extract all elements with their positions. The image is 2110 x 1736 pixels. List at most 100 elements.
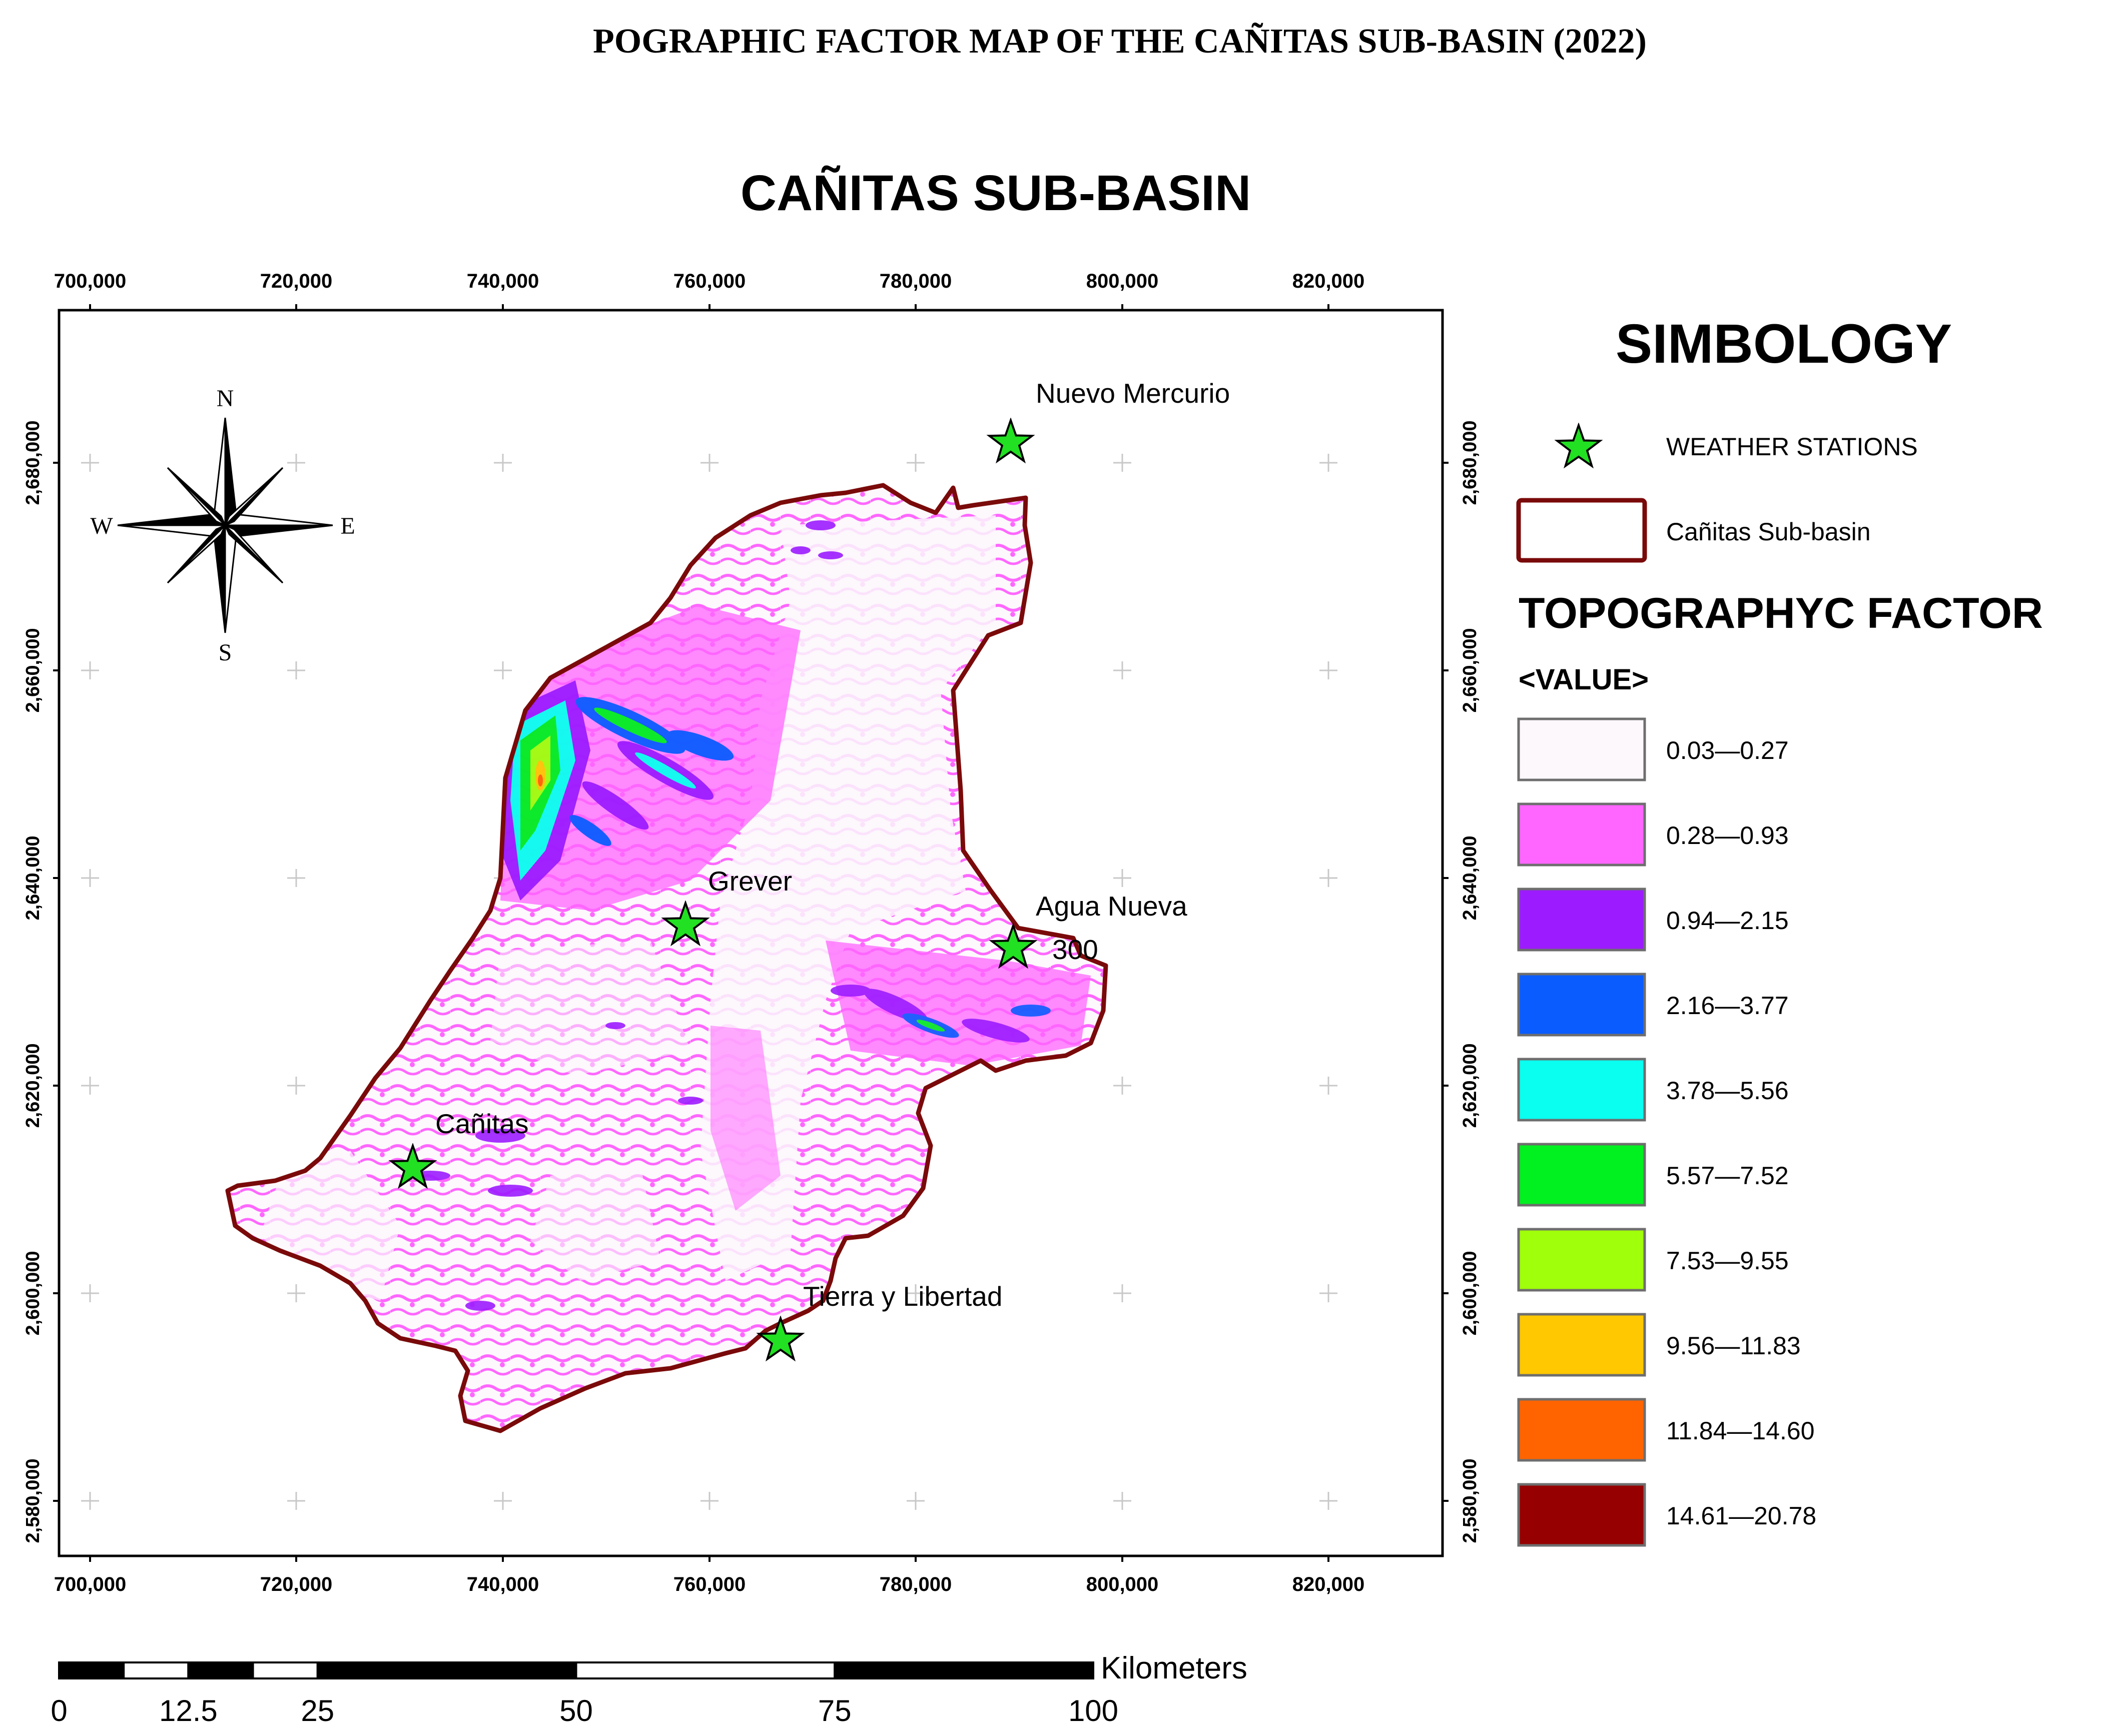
north-arrow: N S E W bbox=[90, 385, 355, 666]
grid-cross bbox=[287, 454, 305, 472]
grid-cross bbox=[1319, 1492, 1337, 1510]
scale-segment bbox=[575, 1661, 836, 1679]
x-tick-label: 700,000 bbox=[54, 1573, 127, 1595]
y-tick-label: 2,620,000 bbox=[23, 1043, 44, 1128]
scale-bar: Kilometers 0 12.5 25 50 75 100 bbox=[51, 1651, 1247, 1727]
grid-cross bbox=[81, 869, 99, 887]
legend-boundary-swatch bbox=[1516, 498, 1647, 563]
x-tick-label: 720,000 bbox=[260, 1573, 333, 1595]
scale-label: 12.5 bbox=[159, 1694, 218, 1727]
x-tick-label: 700,000 bbox=[54, 270, 127, 292]
legend-star-icon bbox=[1556, 424, 1601, 467]
legend-swatch bbox=[1517, 1483, 1646, 1547]
legend-class-label: 2.16—3.77 bbox=[1666, 992, 1789, 1020]
scale-segment bbox=[252, 1661, 319, 1679]
grid-cross bbox=[1319, 454, 1337, 472]
x-tick-label: 740,000 bbox=[467, 270, 539, 292]
station-label: Nuevo Mercurio bbox=[1036, 378, 1230, 409]
grid-cross bbox=[81, 1284, 99, 1302]
grid-cross bbox=[287, 1492, 305, 1510]
x-tick-label: 820,000 bbox=[1292, 1573, 1365, 1595]
legend-value-label: <VALUE> bbox=[1519, 663, 1649, 696]
x-tick-label: 760,000 bbox=[673, 270, 746, 292]
grid-cross bbox=[494, 661, 512, 679]
legend-classes: 0.03—0.27 0.28—0.93 0.94—2.15 2.16—3.77 3.78… bbox=[1517, 717, 1816, 1547]
y-tick-label: 2,580,000 bbox=[23, 1458, 44, 1543]
y-axis-right: 2,680,000 2,660,000 2,640,000 2,620,000 2,60… bbox=[1443, 420, 1481, 1543]
grid-cross bbox=[1113, 1284, 1131, 1302]
legend-swatch bbox=[1517, 888, 1646, 952]
x-tick-label: 820,000 bbox=[1292, 270, 1365, 292]
legend-swatch bbox=[1517, 802, 1646, 866]
x-tick-label: 800,000 bbox=[1086, 270, 1159, 292]
y-tick-label: 2,640,000 bbox=[23, 835, 44, 920]
grid-cross bbox=[287, 661, 305, 679]
station-agua-nueva[interactable]: Agua Nueva 300 bbox=[991, 891, 1187, 968]
grid-cross bbox=[1319, 1077, 1337, 1095]
station-grever[interactable]: Grever bbox=[663, 865, 792, 945]
station-label: Agua Nueva bbox=[1036, 891, 1187, 922]
weather-stations: Nuevo Mercurio Grever Agua Nueva 300 Cañ… bbox=[390, 378, 1230, 1360]
grid-cross bbox=[907, 454, 925, 472]
scale-segments bbox=[58, 1661, 1094, 1679]
grid-cross bbox=[1319, 869, 1337, 887]
grid-cross bbox=[1113, 1077, 1131, 1095]
grid-cross bbox=[1113, 1492, 1131, 1510]
x-tick-label: 780,000 bbox=[880, 1573, 952, 1595]
legend-swatch bbox=[1517, 1228, 1646, 1292]
compass-e: E bbox=[340, 513, 355, 539]
station-canitas[interactable]: Cañitas bbox=[390, 1108, 528, 1188]
scale-segment bbox=[834, 1661, 1094, 1679]
legend-swatch bbox=[1517, 1143, 1646, 1207]
legend-swatch bbox=[1517, 1313, 1646, 1377]
legend-swatch bbox=[1517, 717, 1646, 781]
grid-cross bbox=[287, 869, 305, 887]
y-tick-label: 2,680,000 bbox=[1460, 420, 1481, 505]
y-tick-label: 2,620,000 bbox=[1460, 1043, 1481, 1128]
legend-class-label: 11.84—14.60 bbox=[1666, 1417, 1815, 1445]
compass-n: N bbox=[217, 385, 234, 412]
scale-segment bbox=[58, 1661, 125, 1679]
grid-cross bbox=[1113, 869, 1131, 887]
station-nuevo-mercurio[interactable]: Nuevo Mercurio bbox=[988, 378, 1230, 462]
scale-label: 0 bbox=[51, 1694, 67, 1727]
grid-cross bbox=[1113, 454, 1131, 472]
x-tick-label: 740,000 bbox=[467, 1573, 539, 1595]
map-title: CAÑITAS SUB-BASIN bbox=[741, 165, 1251, 221]
x-tick-label: 800,000 bbox=[1086, 1573, 1159, 1595]
legend-factor-title: TOPOGRAPHYC FACTOR bbox=[1519, 589, 2043, 637]
grid-cross bbox=[494, 454, 512, 472]
scale-label: 100 bbox=[1068, 1694, 1118, 1727]
station-tierra-y-libertad[interactable]: Tierra y Libertad bbox=[758, 1281, 1002, 1360]
y-tick-label: 2,600,000 bbox=[1460, 1251, 1481, 1335]
x-axis-top: 700,000 720,000 740,000 760,000 780,000 800,0… bbox=[54, 270, 1365, 310]
y-tick-label: 2,600,000 bbox=[23, 1251, 44, 1335]
scale-segment bbox=[123, 1661, 190, 1679]
scale-labels: 0 12.5 25 50 75 100 bbox=[51, 1694, 1118, 1727]
scale-segment bbox=[316, 1661, 577, 1679]
page-title: POGRAPHIC FACTOR MAP OF THE CAÑITAS SUB-… bbox=[593, 22, 1647, 61]
y-axis-left: 2,680,000 2,660,000 2,640,000 2,620,000 2,60… bbox=[23, 420, 59, 1543]
grid-cross bbox=[81, 454, 99, 472]
station-label: Tierra y Libertad bbox=[803, 1281, 1002, 1312]
grid-cross bbox=[1113, 661, 1131, 679]
legend-class-label: 7.53—9.55 bbox=[1666, 1247, 1789, 1275]
grid-cross bbox=[287, 1077, 305, 1095]
grid-cross bbox=[700, 454, 719, 472]
y-tick-label: 2,680,000 bbox=[23, 420, 44, 505]
legend-class-label: 3.78—5.56 bbox=[1666, 1077, 1789, 1105]
y-tick-label: 2,660,000 bbox=[1460, 628, 1481, 712]
station-label: Cañitas bbox=[435, 1108, 528, 1139]
grid-cross bbox=[1319, 661, 1337, 679]
x-tick-label: 780,000 bbox=[880, 270, 952, 292]
compass-s: S bbox=[219, 639, 232, 666]
legend-class-label: 0.94—2.15 bbox=[1666, 907, 1789, 935]
legend-title: SIMBOLOGY bbox=[1616, 313, 1952, 375]
station-label: Grever bbox=[708, 865, 792, 897]
scale-unit: Kilometers bbox=[1101, 1651, 1247, 1685]
x-tick-label: 720,000 bbox=[260, 270, 333, 292]
grid-cross bbox=[287, 1284, 305, 1302]
grid-cross bbox=[81, 1492, 99, 1510]
scale-segment bbox=[187, 1661, 254, 1679]
scale-label: 50 bbox=[559, 1694, 593, 1727]
